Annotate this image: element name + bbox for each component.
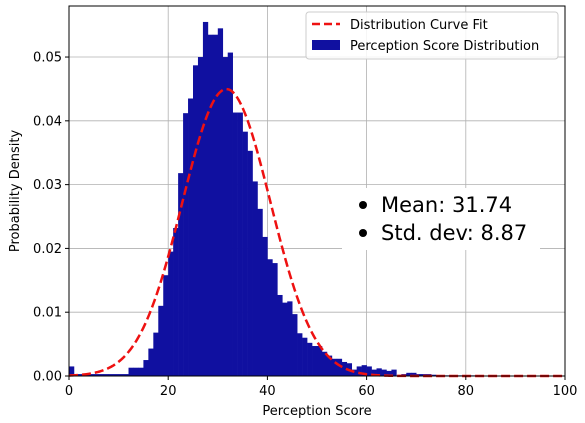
histogram-bar [321,351,328,376]
stats-mean-text: Mean: 31.74 [381,193,512,217]
histogram-bar [153,332,159,376]
plot-frame [68,5,566,377]
histogram-bar [247,150,253,376]
stats-bullet-2 [359,229,367,237]
histogram-bar [158,305,164,376]
histogram-bar [168,251,174,376]
histogram-bar [237,112,243,376]
histogram-bar [173,228,179,376]
x-tick-label: 0 [65,384,73,399]
histogram-bar [123,374,129,376]
y-tick-label: 0.04 [33,114,62,129]
histogram-bar [317,346,323,376]
histogram-bar [297,333,303,376]
histogram-bar [178,173,184,376]
legend: Distribution Curve Fit Perception Score … [305,11,559,60]
histogram-bar [222,57,229,376]
histogram-bar [282,302,288,376]
histogram-bar [103,374,109,376]
histogram-bar [217,28,224,377]
histogram-bar [307,342,313,376]
histogram-bar [262,236,268,376]
y-axis-label: Probability Density [8,130,23,253]
histogram-bar [277,294,283,376]
histogram-bar [356,366,362,376]
histogram-bar [118,374,124,376]
stats-annotation: Mean: 31.74 Std. dev: 8.87 [342,188,540,250]
legend-box [305,11,559,60]
histogram-bar [302,337,308,376]
histogram-bar [386,370,392,376]
histogram-bar [143,360,149,376]
histogram-bar [257,208,263,376]
histogram-bar [207,34,214,376]
histogram-bar [227,52,233,376]
histogram-bar [93,374,100,376]
y-tick-label: 0.05 [33,51,62,66]
x-tick-label: 60 [358,384,375,399]
x-tick-label: 40 [259,384,276,399]
histogram-bar [188,98,194,376]
histogram-bar [128,367,134,376]
histogram-bar [193,65,199,377]
histogram-bar [197,57,204,376]
y-tick-label: 0.01 [33,306,62,321]
y-tick-label: 0.02 [33,242,62,257]
histogram-bar [183,113,189,376]
histogram-bar [406,372,412,376]
histogram-bar [148,348,154,376]
histogram-bar [212,34,219,376]
histogram-bar [252,181,258,376]
histogram-bar [287,301,293,376]
histogram-bars [69,21,477,377]
histogram-bar [78,374,85,376]
stats-std-text: Std. dev: 8.87 [381,221,527,245]
histogram-bar [361,365,367,376]
histogram-bar [88,374,95,376]
y-tick-label: 0.03 [33,178,62,193]
histogram-bar [232,112,238,376]
histogram-bar [138,367,144,376]
histogram-bar [108,374,114,376]
stats-box [342,188,540,250]
histogram-bar [336,358,343,376]
histogram-bar [133,367,139,376]
x-tick-label: 20 [160,384,177,399]
x-tick-label: 100 [553,384,578,399]
x-axis-ticks: 0 20 40 60 80 100 [65,376,578,399]
legend-label-bars: Perception Score Distribution [350,39,539,54]
histogram-bar [431,374,437,376]
histogram-bar [202,21,209,377]
y-axis-ticks: 0.00 0.01 0.02 0.03 0.04 0.05 [33,51,69,385]
histogram-bar [292,314,298,376]
y-tick-label: 0.00 [33,370,62,385]
legend-label-curve: Distribution Curve Fit [350,18,488,33]
histogram-bar [163,275,169,376]
histogram-bar [272,263,278,376]
x-axis-label: Perception Score [262,404,371,419]
histogram-bar [312,346,318,376]
histogram-bar [267,259,273,376]
histogram-bar [351,369,357,376]
histogram-bar [371,369,377,376]
histogram-bar [381,369,387,376]
x-tick-label: 80 [458,384,475,399]
histogram-bar [411,372,417,376]
histogram-bar [391,369,397,376]
stats-bullet-1 [359,201,367,209]
histogram-bar [341,361,348,376]
histogram-bar [98,374,105,376]
legend-bar-swatch [312,40,340,50]
histogram-bar [69,366,75,376]
histogram-bar [331,358,338,376]
histogram-bar [326,355,333,376]
histogram-bar [376,368,382,376]
histogram-bar [366,366,372,376]
histogram-bar [242,131,248,376]
histogram-bar [113,374,119,376]
